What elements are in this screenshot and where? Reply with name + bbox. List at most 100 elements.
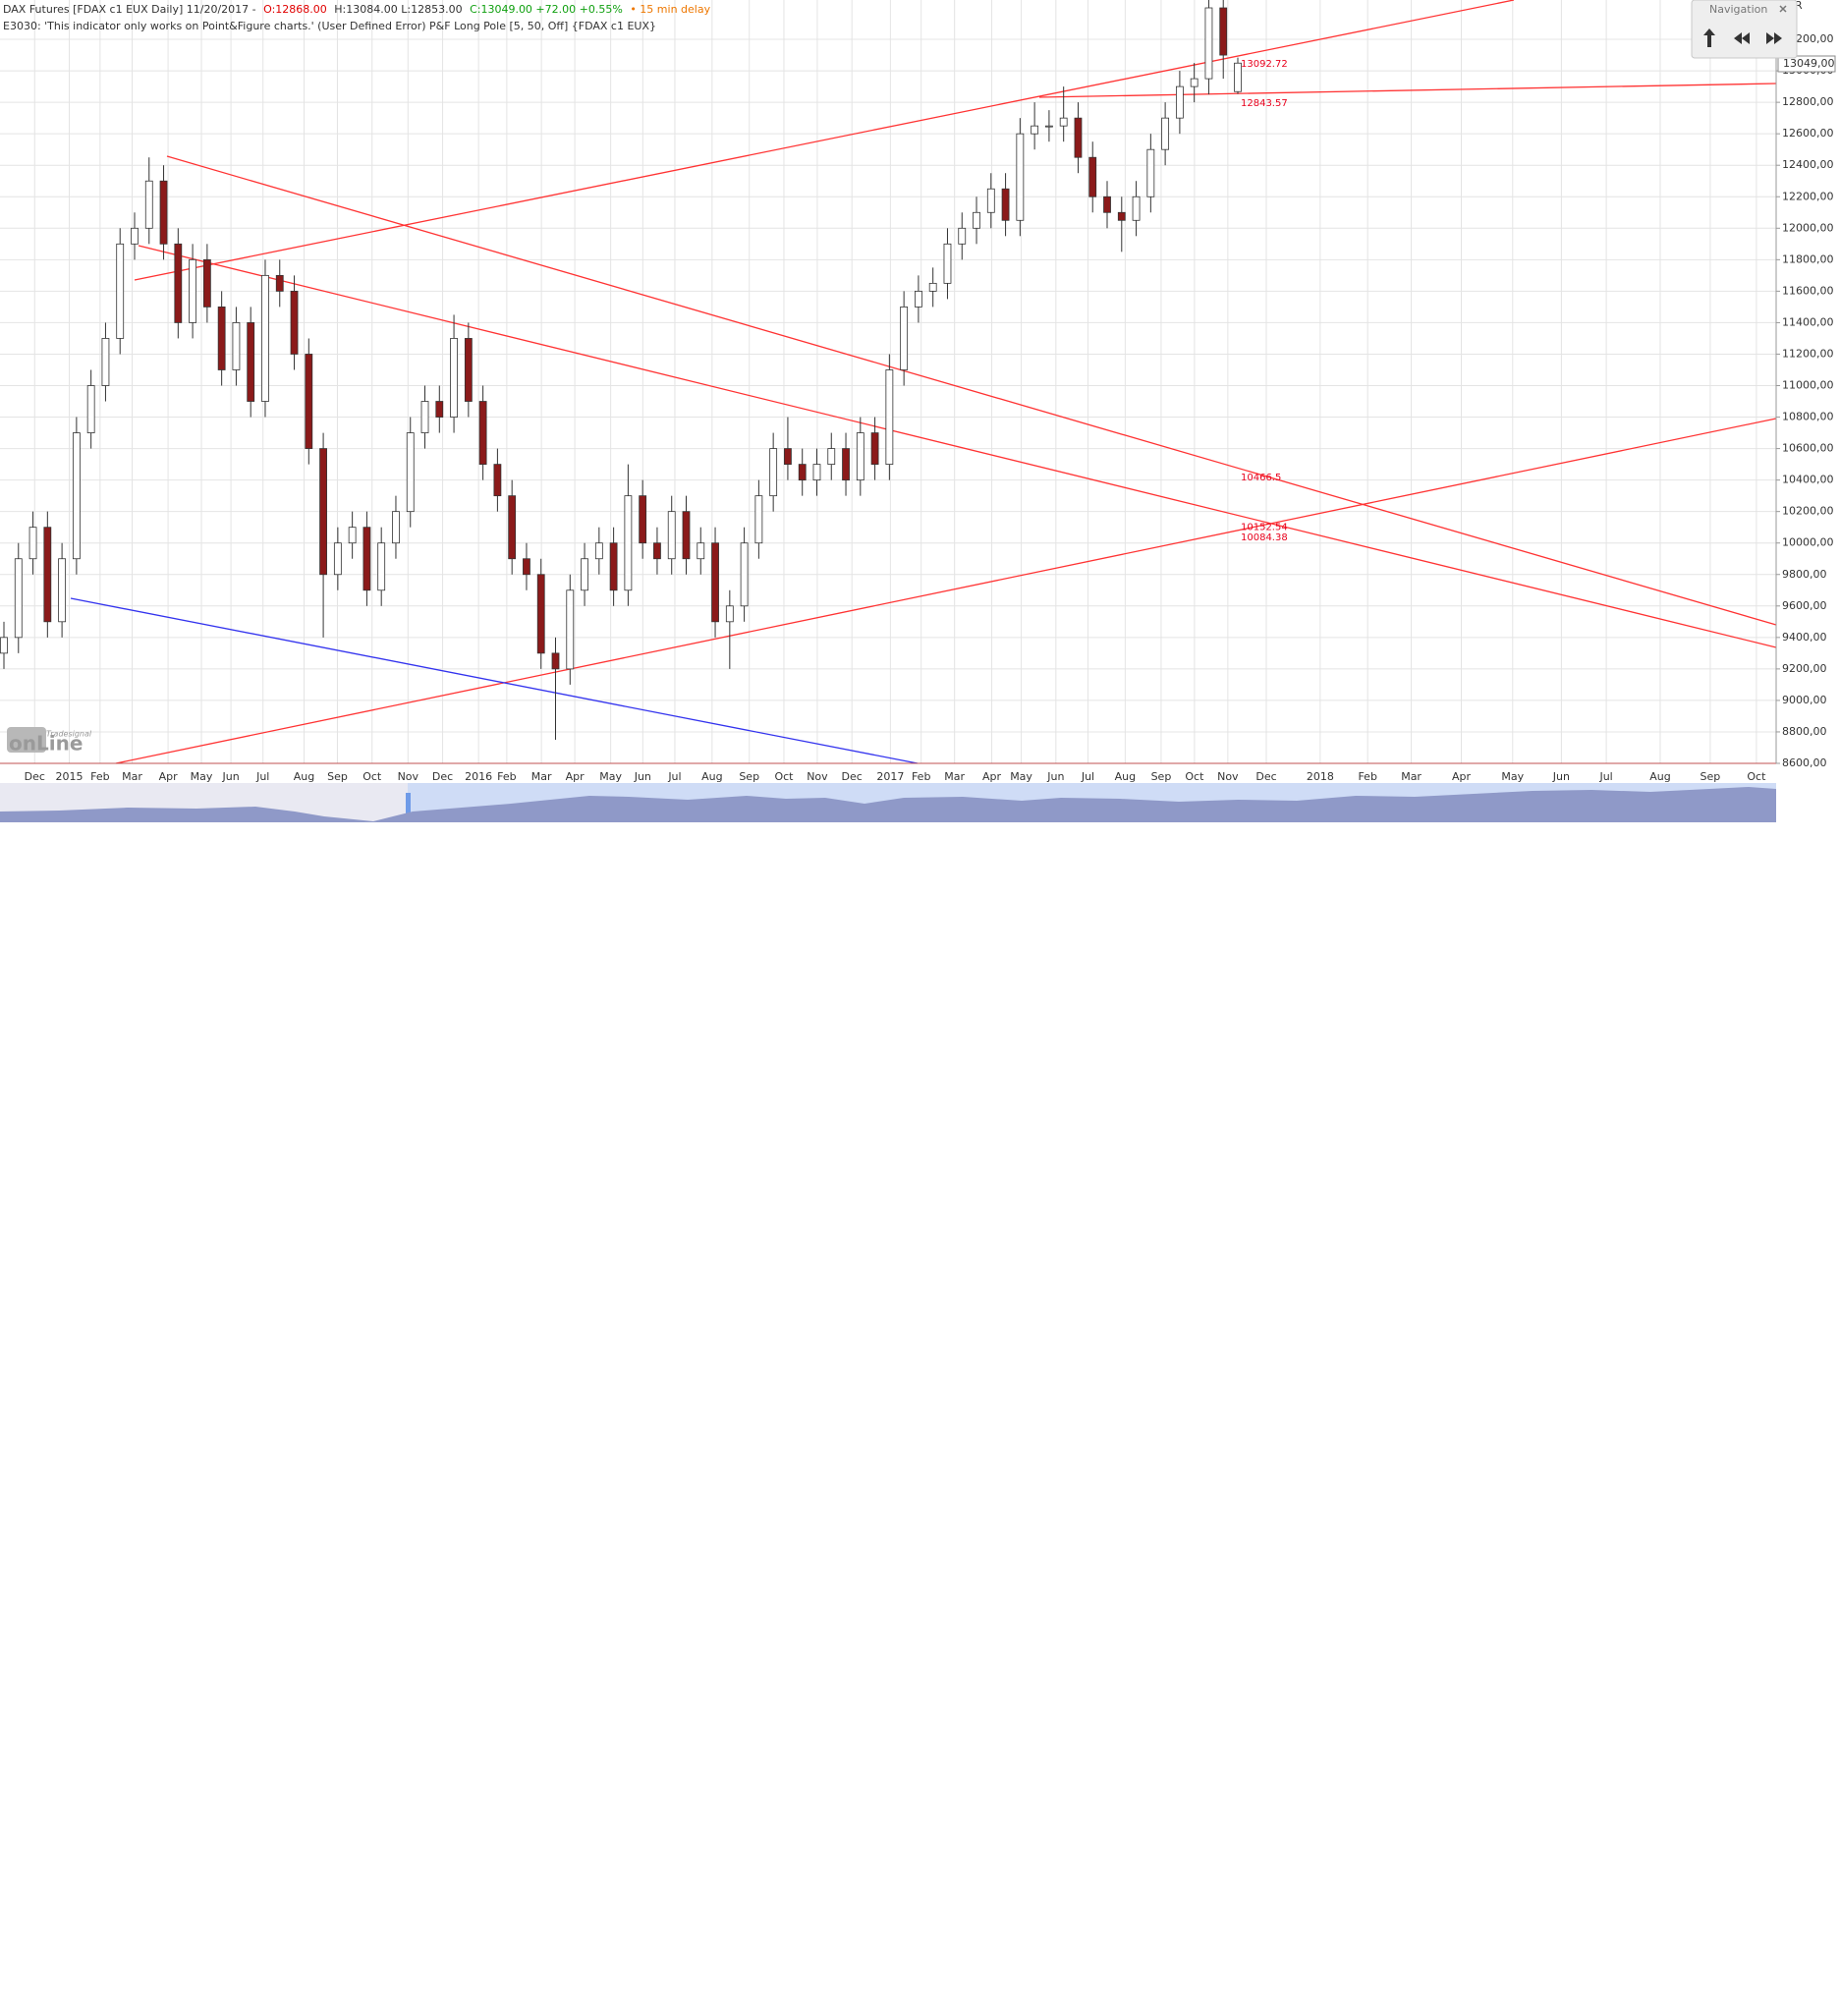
header-line: DAX Futures [FDAX c1 EUX Daily] 11/20/20… (3, 3, 711, 16)
y-tick-label: 12800,00 (1782, 95, 1834, 108)
jump-button[interactable] (1703, 28, 1715, 47)
candle-body (174, 243, 183, 323)
price-tag-label: 13049,00 (1783, 57, 1835, 70)
candle-body (812, 464, 821, 481)
candle-body (247, 322, 255, 402)
candle-body (189, 258, 196, 323)
x-tick-label: Sep (1701, 770, 1721, 783)
candle-body (377, 542, 386, 591)
price-annotation: 10084.38 (1241, 532, 1288, 543)
candle-body (101, 338, 110, 386)
candle-body (319, 448, 327, 576)
candle-body (1175, 85, 1184, 119)
candle-body (1016, 133, 1025, 221)
candle-body (58, 558, 67, 623)
forward-button[interactable] (1766, 32, 1782, 44)
candle-body (740, 542, 749, 607)
candles (0, 0, 1242, 740)
price-annotation: 12843.57 (1241, 98, 1288, 109)
candle-body (1204, 7, 1213, 80)
candle-body (478, 401, 487, 466)
candle-body (523, 558, 530, 576)
candle-body (566, 589, 575, 670)
candle-body (609, 542, 618, 591)
candle-body (131, 227, 139, 245)
candle-body (856, 432, 864, 481)
candle-body (464, 338, 473, 402)
x-tick-label: Nov (807, 770, 828, 783)
navigation-title: Navigation (1709, 3, 1767, 16)
candle-body (1001, 188, 1010, 221)
y-tick-label: 10600,00 (1782, 442, 1834, 455)
candle-body (900, 307, 909, 370)
price-annotation: 10152.54 (1241, 522, 1288, 532)
back-button[interactable] (1734, 32, 1750, 44)
candle-body (784, 448, 792, 466)
candle-body (362, 527, 371, 591)
x-tick-label: Apr (566, 770, 585, 783)
candle-body (581, 558, 588, 591)
x-tick-label: Jul (667, 770, 681, 783)
price-tag-box (1777, 55, 1836, 73)
x-tick-label: Aug (701, 770, 722, 783)
y-tick-label: 10200,00 (1782, 505, 1834, 518)
x-tick-label: Sep (327, 770, 348, 783)
candle-body (14, 558, 23, 639)
candle-body (653, 542, 661, 560)
x-tick-label: Aug (1649, 770, 1670, 783)
x-tick-label: Mar (122, 770, 142, 783)
candle-body (885, 369, 894, 466)
x-tick-label: Mar (944, 770, 965, 783)
x-tick-label: 2016 (465, 770, 492, 783)
x-tick-label: Feb (1358, 770, 1376, 783)
candle-body (232, 322, 241, 370)
x-tick-label: Jun (1046, 770, 1064, 783)
y-tick-label: 12200,00 (1782, 190, 1834, 202)
y-tick-label: 11800,00 (1782, 252, 1834, 265)
trendline (134, 0, 1515, 281)
header-open: O:12868.00 (263, 3, 327, 16)
candle-body (1059, 117, 1068, 127)
candle-body (536, 574, 545, 654)
navigator-handle[interactable] (406, 793, 411, 814)
x-tick-label: Feb (90, 770, 109, 783)
candle-body (392, 511, 400, 544)
x-tick-label: Dec (432, 770, 453, 783)
header-title: DAX Futures [FDAX c1 EUX Daily] 11/20/20… (3, 3, 256, 16)
x-tick-label: Nov (398, 770, 419, 783)
y-tick-label: 11400,00 (1782, 315, 1834, 328)
candle-body (697, 542, 705, 560)
x-tick-label: Jun (634, 770, 651, 783)
y-tick-label: 8600,00 (1782, 756, 1827, 769)
watermark-brand: Tradesignal (46, 730, 92, 739)
support-line (70, 597, 919, 764)
x-tick-label: Mar (1401, 770, 1422, 783)
error-message: E3030: 'This indicator only works on Poi… (3, 20, 656, 32)
x-tick-label: Jul (1598, 770, 1612, 783)
y-tick-label: 9000,00 (1782, 694, 1827, 706)
candle-body (435, 401, 444, 418)
candle-body (754, 495, 763, 544)
candle-body (28, 527, 37, 560)
candle-body (406, 432, 415, 513)
y-tick-label: 9400,00 (1782, 631, 1827, 644)
candle-body (202, 258, 211, 308)
y-tick-label: 10800,00 (1782, 411, 1834, 423)
trendline (138, 245, 1777, 648)
candle-body (915, 290, 922, 308)
candle-body (682, 511, 691, 560)
close-button[interactable] (1779, 5, 1787, 13)
candle-body (305, 354, 313, 449)
x-tick-label: Apr (982, 770, 1002, 783)
x-tick-label: Aug (1115, 770, 1136, 783)
x-tick-label: Oct (774, 770, 794, 783)
x-tick-label: Jul (255, 770, 269, 783)
candle-body (1045, 125, 1053, 128)
x-tick-label: Oct (1185, 770, 1204, 783)
x-tick-label: Mar (531, 770, 552, 783)
trendline (115, 418, 1777, 764)
candle-body (1074, 117, 1083, 158)
labels: 8600,00 8800,00 9000,00 9200,00 9400,00 9600,… (25, 32, 1834, 783)
candle-body (217, 307, 226, 370)
candle-body (0, 637, 8, 654)
